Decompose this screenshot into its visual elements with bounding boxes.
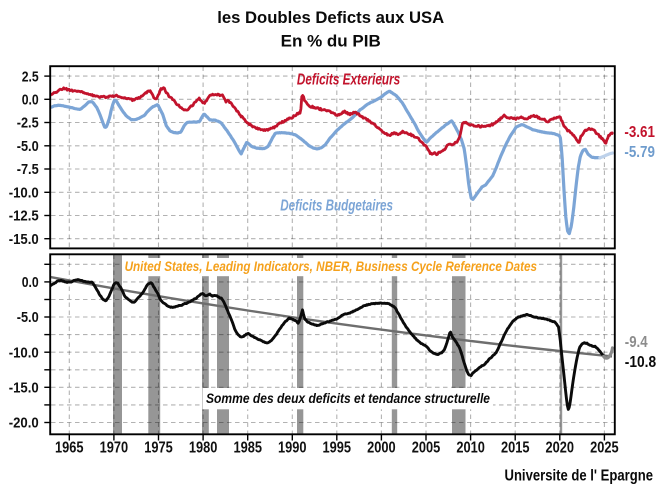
svg-text:-15.0: -15.0	[9, 231, 39, 248]
svg-text:-3.61: -3.61	[624, 124, 655, 141]
svg-text:-5.0: -5.0	[17, 138, 39, 155]
svg-text:-10.0: -10.0	[9, 344, 39, 361]
svg-text:Somme des deux deficits et ten: Somme des deux deficits et tendance stru…	[206, 390, 490, 406]
svg-text:2000: 2000	[367, 440, 396, 457]
svg-text:-2.5: -2.5	[17, 115, 39, 132]
svg-text:United States, Leading Indicat: United States, Leading Indicators, NBER,…	[125, 258, 538, 274]
svg-text:0.0: 0.0	[22, 92, 39, 109]
svg-text:2.5: 2.5	[22, 68, 39, 85]
svg-text:1965: 1965	[55, 440, 84, 457]
svg-text:-10.0: -10.0	[9, 185, 39, 202]
svg-text:2005: 2005	[412, 440, 441, 457]
svg-text:-5.79: -5.79	[624, 144, 655, 161]
svg-text:-10.8: -10.8	[625, 354, 656, 371]
svg-text:-12.5: -12.5	[9, 208, 39, 225]
svg-text:-15.0: -15.0	[9, 380, 39, 397]
svg-text:-9.4: -9.4	[625, 334, 648, 351]
svg-text:2020: 2020	[546, 440, 575, 457]
svg-text:-20.0: -20.0	[9, 415, 39, 432]
svg-text:1970: 1970	[100, 440, 129, 457]
svg-text:2015: 2015	[501, 440, 530, 457]
svg-text:1980: 1980	[189, 440, 218, 457]
svg-text:1995: 1995	[323, 440, 352, 457]
svg-text:Universite de l' Epargne: Universite de l' Epargne	[505, 468, 654, 485]
svg-text:Deficits Budgetaires: Deficits Budgetaires	[280, 197, 393, 214]
svg-text:1990: 1990	[278, 440, 307, 457]
svg-text:-7.5: -7.5	[17, 161, 39, 178]
svg-text:1975: 1975	[144, 440, 173, 457]
svg-text:les Doubles Deficts aux USA: les Doubles Deficts aux USA	[217, 8, 444, 27]
svg-text:1985: 1985	[233, 440, 262, 457]
svg-text:Deficits Exterieurs: Deficits Exterieurs	[297, 71, 401, 88]
svg-text:2025: 2025	[590, 440, 619, 457]
svg-text:0.0: 0.0	[22, 274, 39, 291]
svg-text:En % du PIB: En % du PIB	[281, 32, 381, 51]
svg-text:-5.0: -5.0	[17, 309, 39, 326]
svg-text:2010: 2010	[456, 440, 485, 457]
